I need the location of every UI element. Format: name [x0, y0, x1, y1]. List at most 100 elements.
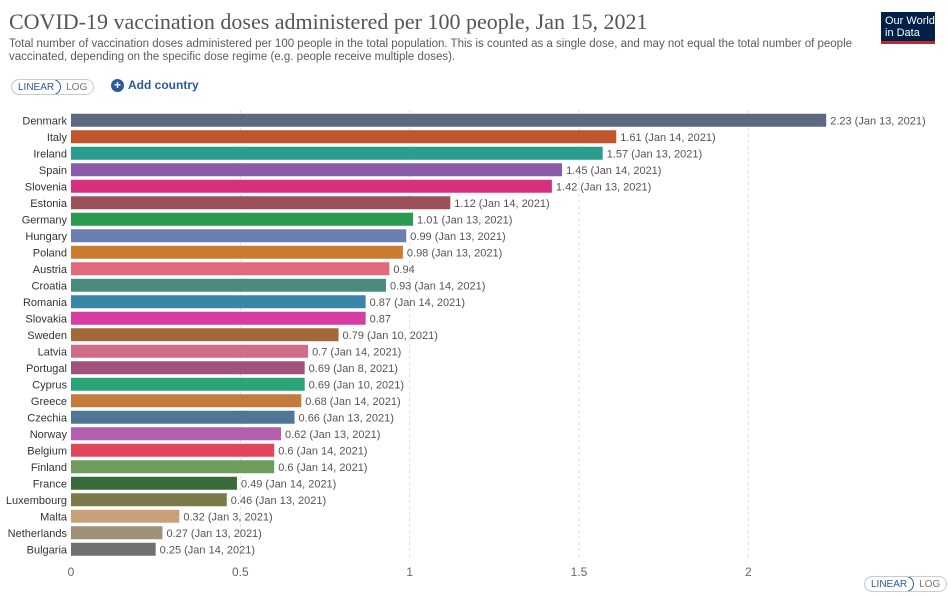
value-label: 0.66 (Jan 13, 2021) [299, 412, 394, 424]
category-label: Bulgaria [27, 544, 68, 556]
bar [71, 427, 281, 441]
category-label: Poland [33, 247, 67, 259]
bar [71, 163, 563, 177]
log-scale-button[interactable]: LOG [66, 82, 88, 93]
value-label: 1.12 (Jan 14, 2021) [454, 198, 549, 210]
category-label: Spain [39, 165, 67, 177]
category-label: Greece [31, 396, 67, 408]
category-label: Romania [23, 297, 68, 309]
value-label: 0.32 (Jan 3, 2021) [183, 511, 272, 523]
value-label: 0.27 (Jan 13, 2021) [166, 528, 261, 540]
value-label: 0.69 (Jan 8, 2021) [309, 363, 398, 375]
value-label: 1.57 (Jan 13, 2021) [607, 148, 702, 160]
category-label: Portugal [26, 363, 67, 375]
bar [71, 146, 603, 160]
bar [71, 212, 414, 226]
category-label: Norway [30, 429, 68, 441]
bar [71, 130, 617, 144]
linear-scale-button[interactable]: LINEAR [12, 80, 62, 94]
x-tick-label: 0.5 [232, 565, 249, 579]
bar [71, 526, 163, 540]
bar [71, 196, 451, 210]
category-label: France [33, 478, 67, 490]
category-label: Germany [22, 214, 68, 226]
value-label: 0.79 (Jan 10, 2021) [343, 330, 438, 342]
value-label: 0.7 (Jan 14, 2021) [312, 346, 401, 358]
bar [71, 245, 403, 259]
value-label: 0.62 (Jan 13, 2021) [285, 429, 380, 441]
category-label: Italy [47, 132, 68, 144]
value-label: 0.87 (Jan 14, 2021) [370, 297, 465, 309]
log-scale-button-bottom[interactable]: LOG [919, 579, 941, 590]
bar [71, 410, 295, 424]
x-tick-label: 2 [745, 565, 752, 579]
plus-icon: + [111, 78, 124, 92]
logo-line-2: in Data [885, 27, 920, 39]
value-label: 0.68 (Jan 14, 2021) [305, 396, 400, 408]
linear-scale-button-bottom[interactable]: LINEAR [865, 577, 915, 591]
bar [71, 295, 366, 309]
bar [71, 443, 275, 457]
bar [71, 509, 180, 523]
chart-title: COVID-19 vaccination doses administered … [9, 9, 648, 34]
category-label: Czechia [27, 412, 68, 424]
add-country-label: Add country [128, 78, 199, 92]
x-tick-label: 0 [68, 565, 75, 579]
value-label: 0.87 [370, 313, 391, 325]
add-country-button[interactable]: + Add country [111, 78, 199, 92]
category-label: Estonia [30, 198, 68, 210]
category-label: Denmark [22, 115, 67, 127]
bar [71, 229, 407, 243]
scale-toggle-top: LINEAR LOG [11, 79, 95, 95]
owid-logo[interactable]: Our World in Data [881, 12, 935, 44]
value-label: 0.49 (Jan 14, 2021) [241, 478, 336, 490]
category-label: Netherlands [8, 528, 68, 540]
category-label: Latvia [38, 346, 68, 358]
value-label: 0.46 (Jan 13, 2021) [231, 495, 326, 507]
bar [71, 394, 302, 408]
chart-subtitle: Total number of vaccination doses admini… [9, 38, 853, 63]
category-label: Ireland [33, 148, 67, 160]
value-label: 0.6 (Jan 14, 2021) [278, 462, 367, 474]
category-label: Slovakia [25, 313, 67, 325]
bar [71, 311, 366, 325]
scale-toggle-bottom: LINEAR LOG [864, 576, 948, 592]
value-label: 1.42 (Jan 13, 2021) [556, 181, 651, 193]
value-label: 0.98 (Jan 13, 2021) [407, 247, 502, 259]
category-label: Belgium [27, 445, 67, 457]
bar [71, 476, 237, 490]
value-label: 0.6 (Jan 14, 2021) [278, 445, 367, 457]
bar [71, 113, 827, 127]
value-label: 0.69 (Jan 10, 2021) [309, 379, 404, 391]
category-label: Cyprus [32, 379, 67, 391]
category-label: Slovenia [25, 181, 68, 193]
value-label: 0.93 (Jan 14, 2021) [390, 280, 485, 292]
bar [71, 278, 386, 292]
bar [71, 262, 390, 276]
logo-line-1: Our World [885, 15, 935, 27]
bar [71, 460, 275, 474]
bar [71, 344, 309, 358]
value-label: 0.99 (Jan 13, 2021) [410, 231, 505, 243]
category-label: Austria [33, 264, 68, 276]
value-label: 2.23 (Jan 13, 2021) [830, 115, 925, 127]
value-label: 1.45 (Jan 14, 2021) [566, 165, 661, 177]
bar [71, 361, 305, 375]
bar [71, 493, 227, 507]
value-label: 0.25 (Jan 14, 2021) [160, 544, 255, 556]
x-tick-label: 1 [406, 565, 413, 579]
category-label: Luxembourg [6, 495, 67, 507]
category-label: Croatia [32, 280, 68, 292]
category-label: Hungary [25, 231, 67, 243]
bar [71, 328, 339, 342]
category-label: Finland [31, 462, 67, 474]
bar [71, 179, 552, 193]
value-label: 1.61 (Jan 14, 2021) [620, 132, 715, 144]
bar [71, 542, 156, 556]
bar [71, 377, 305, 391]
value-label: 1.01 (Jan 13, 2021) [417, 214, 512, 226]
x-tick-label: 1.5 [571, 565, 588, 579]
category-label: Malta [40, 511, 68, 523]
category-label: Sweden [27, 330, 67, 342]
